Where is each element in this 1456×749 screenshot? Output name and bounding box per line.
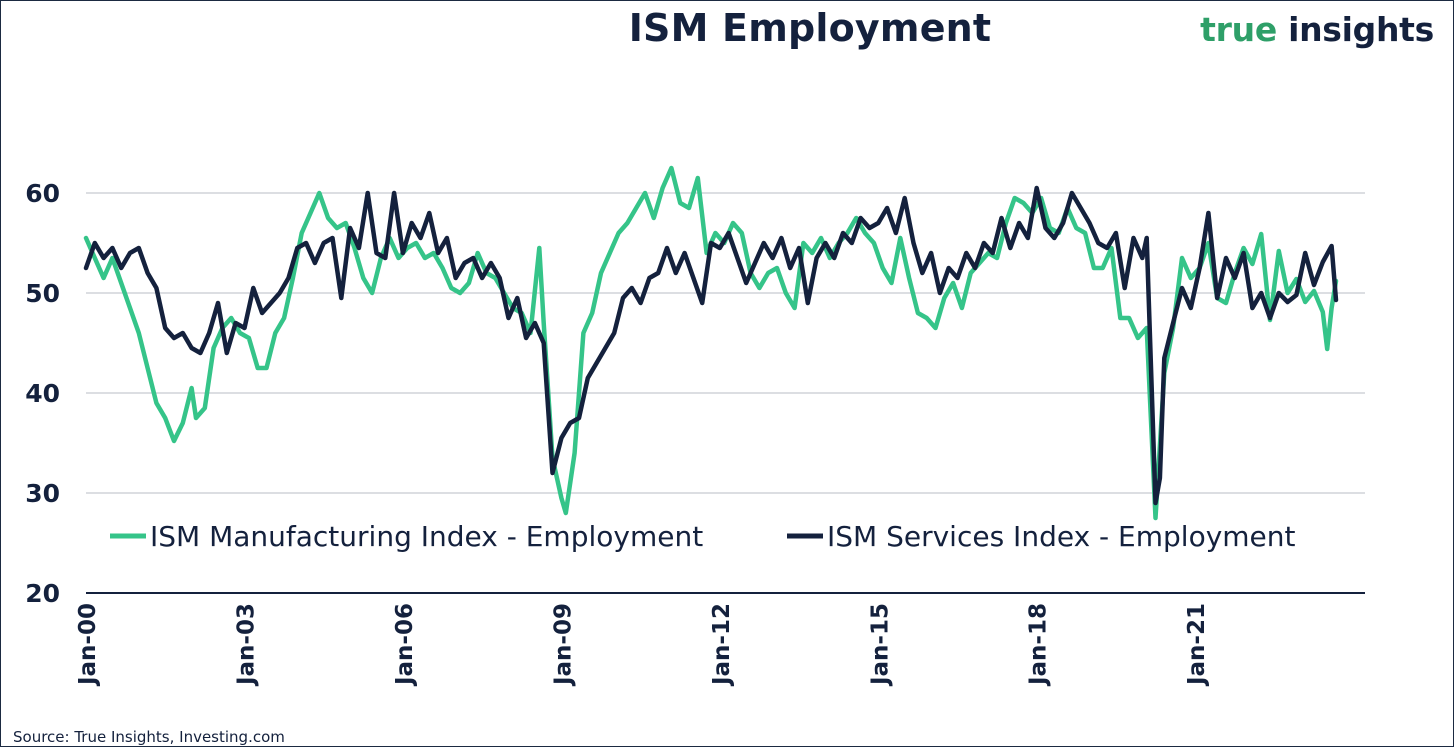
brand-logo: true insights [1200,10,1434,49]
x-tick-label: Jan-21 [1184,603,1210,687]
series-line-services [83,185,1339,506]
x-axis-ticks: Jan-00 Jan-03 Jan-06 Jan-09 Jan-12 Jan-15 Jan-… [75,603,1210,687]
y-tick-label: 20 [25,579,60,608]
chart-title: ISM Employment [628,6,992,50]
x-tick-label: Jan-03 [233,603,259,687]
source-note: Source: True Insights, Investing.com [13,728,285,746]
legend-label-services: ISM Services Index - Employment [827,520,1296,553]
x-tick-label: Jan-18 [1026,603,1052,687]
y-tick-label: 50 [25,279,60,308]
brand-logo-part2: insights [1276,10,1434,49]
series-lines [83,165,1339,521]
y-tick-label: 40 [25,379,60,408]
x-tick-label: Jan-12 [709,603,735,687]
y-tick-label: 60 [25,179,60,208]
legend: ISM Manufacturing Index - Employment ISM … [110,520,1296,553]
brand-logo-part1: true [1200,10,1277,49]
y-axis-ticks: 20 30 40 50 60 [25,179,60,608]
x-tick-label: Jan-00 [75,603,101,687]
legend-label-manufacturing: ISM Manufacturing Index - Employment [150,520,703,553]
x-tick-label: Jan-15 [867,603,893,687]
x-tick-label: Jan-09 [550,603,576,687]
x-tick-label: Jan-06 [392,603,418,687]
y-tick-label: 30 [25,479,60,508]
